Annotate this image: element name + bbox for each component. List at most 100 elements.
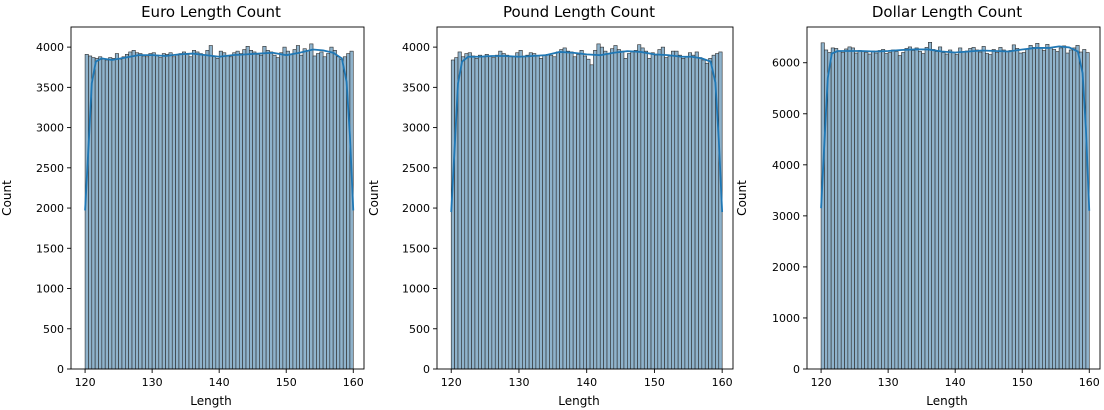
x-tick-label: 120 bbox=[441, 376, 462, 389]
histogram-bar bbox=[593, 50, 598, 370]
histogram-bar bbox=[491, 57, 496, 370]
histogram-bar bbox=[306, 50, 310, 370]
histogram-bar bbox=[245, 46, 250, 370]
histogram-bar bbox=[205, 50, 210, 370]
histogram-bar bbox=[840, 52, 845, 370]
histogram-bar bbox=[467, 52, 472, 370]
histogram-bar bbox=[931, 49, 936, 370]
histogram-bar bbox=[121, 56, 126, 370]
histogram-bar bbox=[647, 58, 652, 370]
histogram-bar bbox=[181, 51, 186, 370]
histogram-bar bbox=[518, 50, 523, 370]
histogram-bar bbox=[978, 51, 983, 370]
histogram-bar bbox=[1065, 52, 1070, 370]
histogram-bar bbox=[847, 46, 852, 370]
histogram-bar bbox=[998, 47, 1003, 370]
histogram-bar bbox=[1038, 47, 1043, 370]
histogram-bar bbox=[897, 55, 902, 370]
y-tick-label: 4000 bbox=[402, 41, 430, 54]
bar-series bbox=[820, 42, 1090, 370]
histogram-bar bbox=[914, 47, 919, 370]
histogram-bar bbox=[461, 56, 466, 370]
histogram-bar bbox=[884, 53, 889, 370]
histogram-bar bbox=[613, 45, 618, 370]
histogram-bar bbox=[837, 50, 842, 370]
histogram-bar bbox=[528, 52, 533, 370]
histogram-bar bbox=[299, 54, 304, 370]
histogram-bar bbox=[471, 55, 476, 370]
x-axis-label: Length bbox=[190, 394, 231, 408]
histogram-bar bbox=[894, 51, 899, 370]
plot-frame bbox=[806, 26, 1101, 370]
histogram-bar bbox=[148, 53, 153, 370]
histogram-bar bbox=[677, 54, 682, 370]
histogram-bar bbox=[175, 54, 180, 370]
histogram-bar bbox=[1055, 51, 1060, 370]
histogram-bar bbox=[671, 50, 676, 370]
histogram-bar bbox=[844, 48, 849, 370]
x-tick-label: 120 bbox=[811, 376, 832, 389]
x-axis-label: Length bbox=[558, 394, 599, 408]
histogram-bar bbox=[249, 50, 254, 370]
histogram-bar bbox=[907, 46, 912, 370]
histogram-bar bbox=[457, 51, 462, 370]
histogram-bar bbox=[871, 50, 876, 370]
histogram-bar bbox=[474, 58, 479, 370]
histogram-bar bbox=[138, 53, 143, 370]
histogram-bar bbox=[235, 50, 240, 370]
histogram-bar bbox=[94, 58, 99, 370]
histogram-bar bbox=[532, 53, 537, 370]
histogram-bar bbox=[542, 54, 547, 370]
x-tick-label: 130 bbox=[142, 376, 163, 389]
y-tick-label: 0 bbox=[57, 363, 64, 376]
histogram-bar bbox=[322, 56, 327, 370]
panel-pound: Pound Length Count Length Count 120 130 14… bbox=[367, 3, 734, 408]
histogram-bar bbox=[118, 58, 123, 370]
histogram-bar bbox=[131, 50, 136, 370]
histogram-bar bbox=[292, 49, 297, 370]
histogram-bar bbox=[165, 54, 170, 370]
histogram-bar bbox=[861, 51, 865, 370]
histogram-bar bbox=[850, 47, 855, 370]
histogram-bar bbox=[684, 56, 689, 370]
histogram-bar bbox=[606, 53, 611, 370]
histogram-bar bbox=[630, 51, 635, 370]
histogram-bar bbox=[948, 49, 953, 370]
histogram-bar bbox=[151, 52, 156, 370]
histogram-bar bbox=[830, 47, 835, 370]
histogram-bar bbox=[616, 49, 621, 370]
histogram-bar bbox=[572, 56, 577, 370]
histogram-bar bbox=[1058, 47, 1063, 370]
histogram-bar bbox=[295, 45, 300, 370]
histogram-bar bbox=[161, 53, 166, 370]
panel-euro: Euro Length Count Length Count 120 130 140… bbox=[0, 3, 365, 408]
histogram-bar bbox=[114, 53, 119, 370]
histogram-bar bbox=[961, 51, 966, 370]
y-tick-label: 4000 bbox=[772, 159, 800, 172]
kde-line bbox=[820, 45, 1091, 211]
kde-line bbox=[450, 50, 724, 213]
histogram-bar bbox=[1072, 47, 1077, 370]
y-axis-label: Count bbox=[735, 180, 749, 216]
histogram-bar bbox=[864, 52, 869, 370]
histogram-bar bbox=[312, 55, 317, 370]
histogram-bar bbox=[135, 52, 140, 370]
y-tick-label: 2000 bbox=[402, 202, 430, 215]
plot-frame bbox=[70, 26, 365, 370]
histogram-bar bbox=[242, 49, 247, 370]
histogram-bar bbox=[464, 53, 469, 370]
histogram-bar bbox=[667, 55, 672, 370]
histogram-bar bbox=[198, 53, 203, 370]
histogram-bar bbox=[515, 52, 520, 370]
histogram-bar bbox=[1035, 43, 1040, 370]
histogram-bar bbox=[991, 49, 996, 370]
histogram-bar bbox=[701, 59, 706, 370]
histogram-bar bbox=[921, 53, 926, 370]
y-tick-label: 2500 bbox=[402, 162, 430, 175]
histogram-bar bbox=[168, 52, 173, 370]
histogram-bar bbox=[329, 46, 334, 370]
histogram-bar bbox=[484, 54, 489, 370]
histogram-bar bbox=[195, 51, 200, 370]
histogram-bar bbox=[302, 48, 307, 370]
x-tick-label: 160 bbox=[712, 376, 733, 389]
